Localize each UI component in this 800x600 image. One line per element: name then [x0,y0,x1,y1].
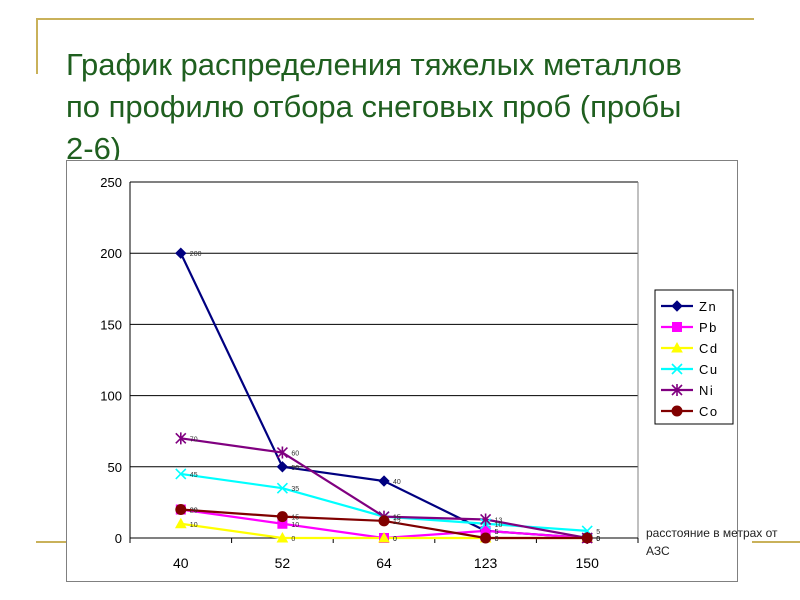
point-co [581,532,593,544]
point-ni [175,432,187,445]
y-tick-label: 0 [115,531,122,546]
legend-label-co: Co [699,404,719,419]
data-label-cu: 45 [190,472,198,479]
data-label-ni: 70 [190,436,198,443]
data-label-cd: 0 [291,536,295,543]
data-label-zn: 5 [495,529,499,536]
data-label-co: 20 [190,508,198,515]
y-tick-label: 50 [108,460,122,475]
point-cd [276,531,289,543]
legend-label-ni: Ni [699,383,714,398]
data-label-cd: 10 [190,522,198,529]
data-label-pb: 5 [495,529,499,536]
data-label-zn: 50 [291,465,299,472]
data-label-ni: 0 [596,536,600,543]
legend-marker-cu [671,363,683,375]
legend-label-zn: Zn [699,299,717,314]
point-cu [175,468,187,480]
data-label-pb: 20 [190,508,198,515]
data-label-ni: 15 [393,515,401,522]
legend-label-cu: Cu [699,362,719,377]
data-label-co: 15 [291,515,299,522]
frame-bottom-line-right [752,541,800,543]
point-co [480,532,492,544]
data-label-cu: 5 [596,529,600,536]
legend-marker-zn [671,300,683,312]
data-label-cd: 0 [596,536,600,543]
data-label-ni: 60 [291,451,299,458]
legend-marker-ni [671,384,683,396]
point-cd [174,517,187,529]
x-tick-label: 64 [376,555,392,571]
data-label-pb: 10 [291,522,299,529]
frame-left-line [36,18,38,74]
data-label-co: 0 [596,536,600,543]
point-cd [378,531,390,543]
legend-marker-co [671,405,683,417]
frame-top-line [36,18,754,20]
data-label-co: 12 [393,519,401,526]
data-label-zn: 200 [190,251,202,258]
point-ni [480,513,492,526]
data-label-zn: 0 [596,536,600,543]
chart-container: 0 50 100 150 200 250 40 52 64 123 150 200 50 40 5 0 20 10… [66,160,738,582]
point-co [378,515,390,527]
point-cu [276,482,288,494]
point-ni [276,446,288,459]
y-tick-label: 200 [100,246,122,261]
point-zn [276,461,289,473]
legend-marker-pb [672,322,682,332]
data-label-cu: 35 [291,486,299,493]
point-zn [378,475,390,487]
point-co [175,504,187,516]
y-tick-label: 150 [100,317,122,332]
y-tick-label: 100 [100,389,122,404]
x-tick-label: 123 [474,555,498,571]
data-label-zn: 40 [393,479,401,486]
legend-marker-cd [671,341,683,353]
data-label-ni: 13 [495,517,503,524]
legend-box [654,289,734,425]
x-tick-label: 40 [173,555,189,571]
legend-label-cd: Cd [699,341,719,356]
data-label-pb: 0 [393,536,397,543]
legend-label-pb: Pb [699,320,718,335]
x-tick-label: 52 [275,555,291,571]
data-label-pb: 0 [596,536,600,543]
x-tick-label: 150 [576,555,600,571]
data-label-cd: 0 [495,536,499,543]
slide-title: График распределения тяжелых металлов по… [66,47,682,166]
data-label-co: 0 [495,536,499,543]
point-co [276,511,288,523]
data-label-cu: 10 [495,522,503,529]
distance-axis-label: расстояние в метрах от АЗС [646,526,778,558]
data-label-cd: 0 [393,536,397,543]
data-label-cu: 15 [393,515,401,522]
y-tick-label: 250 [100,175,122,190]
point-zn [175,247,187,259]
